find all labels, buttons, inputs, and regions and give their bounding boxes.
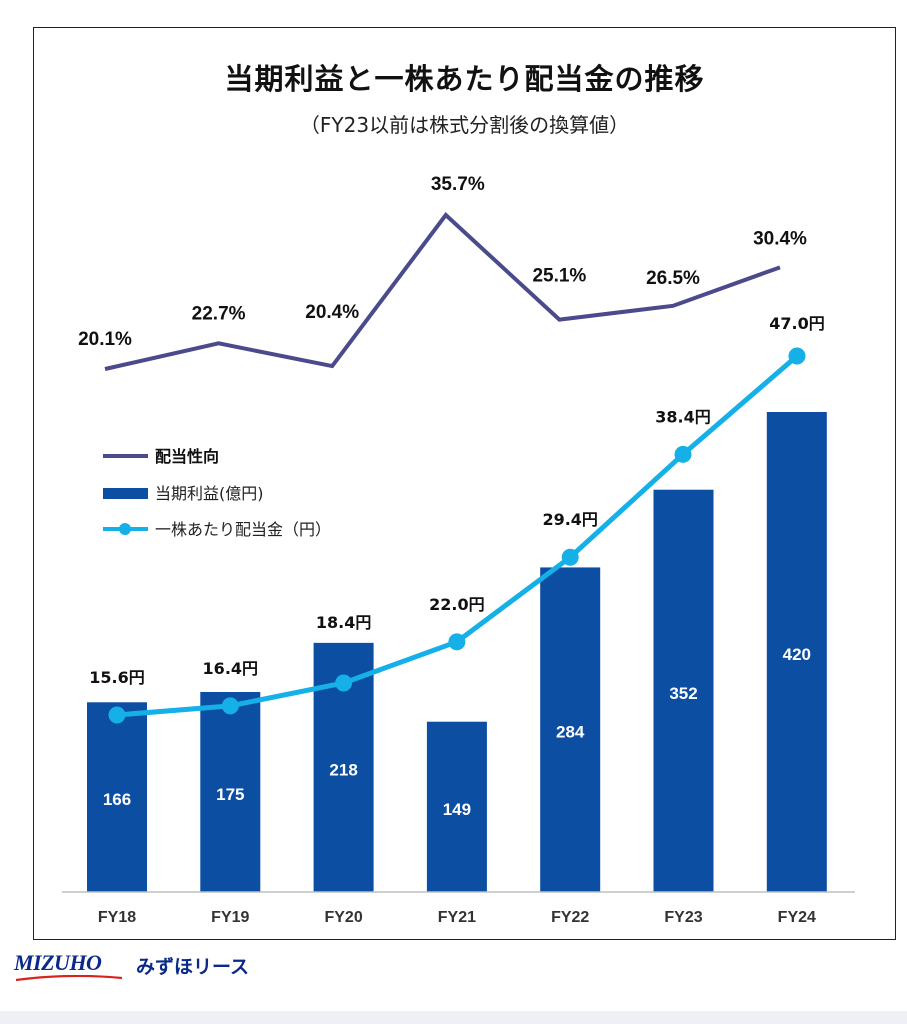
payout-label-FY24: 30.4% — [753, 228, 807, 249]
payout-line — [104, 212, 781, 371]
dps-point-FY18 — [108, 706, 126, 724]
dps-point-FY19 — [221, 697, 239, 715]
payout-line-group: 20.1% 22.7% 20.4% 35.7% 25.1% 26.5% 30.4% — [78, 174, 807, 371]
legend-label-dps: 一株あたり配当金（円） — [155, 520, 331, 539]
x-tick-FY18: FY18 — [98, 909, 136, 926]
chart-subtitle: （FY23以前は株式分割後の換算値） — [299, 113, 630, 137]
dps-label-FY18: 15.6円 — [89, 668, 144, 687]
x-tick-FY20: FY20 — [324, 909, 362, 926]
payout-label-FY20: 20.4% — [305, 302, 359, 323]
legend-label-payout: 配当性向 — [155, 447, 219, 466]
bar-label-FY20: 218 — [329, 760, 357, 779]
bar-FY19 — [200, 692, 261, 892]
x-tick-FY24: FY24 — [778, 909, 816, 926]
logo-swoosh-icon — [16, 975, 122, 981]
bar-labels-group: 166 175 218 149 284 352 420 — [103, 645, 811, 819]
payout-label-FY18: 20.1% — [78, 329, 132, 350]
legend-label-profit: 当期利益(億円) — [155, 484, 264, 503]
bar-FY18 — [87, 702, 147, 892]
bar-FY23 — [653, 489, 714, 892]
payout-label-FY21: 35.7% — [431, 174, 485, 195]
x-tick-labels: FY18 FY19 FY20 FY21 FY22 FY23 FY24 — [98, 909, 816, 926]
payout-label-FY22: 25.1% — [532, 266, 586, 287]
logo-company-name: みずほリース — [136, 956, 250, 978]
company-logo: MIZUHO みずほリース — [14, 950, 314, 990]
legend-swatch-dps-marker — [119, 523, 131, 535]
bar-FY24 — [766, 412, 827, 892]
bar-FY22 — [540, 567, 601, 892]
dps-point-FY20 — [335, 674, 353, 692]
chart-title: 当期利益と一株あたり配当金の推移 — [224, 62, 705, 96]
dps-point-FY24 — [788, 347, 806, 365]
dps-point-FY21 — [448, 633, 466, 651]
x-tick-FY23: FY23 — [664, 909, 702, 926]
dps-label-FY24: 47.0円 — [769, 314, 824, 333]
bottom-strip — [0, 1011, 907, 1024]
bar-label-FY24: 420 — [783, 645, 811, 664]
payout-label-FY19: 22.7% — [192, 303, 246, 324]
x-tick-FY21: FY21 — [438, 909, 476, 926]
bar-label-FY21: 149 — [443, 800, 471, 819]
dps-label-FY20: 18.4円 — [316, 613, 371, 632]
payout-label-FY23: 26.5% — [646, 268, 700, 289]
bar-label-FY22: 284 — [556, 723, 585, 742]
bar-FY21 — [426, 721, 487, 892]
logo-mizuho: MIZUHO — [14, 950, 102, 975]
dps-label-FY19: 16.4円 — [203, 659, 258, 678]
dps-line-group: 15.6円 16.4円 18.4円 22.0円 29.4円 38.4円 47.0円 — [89, 314, 825, 724]
bar-label-FY19: 175 — [216, 785, 244, 804]
x-tick-FY19: FY19 — [211, 909, 249, 926]
dps-label-FY21: 22.0円 — [429, 595, 484, 614]
bar-label-FY18: 166 — [103, 790, 131, 809]
bar-label-FY23: 352 — [669, 684, 697, 703]
x-tick-FY22: FY22 — [551, 909, 589, 926]
dps-label-FY22: 29.4円 — [542, 510, 597, 529]
legend-swatch-profit — [103, 488, 148, 499]
dps-point-FY22 — [561, 548, 579, 566]
dps-point-FY23 — [674, 445, 692, 463]
dps-label-FY23: 38.4円 — [655, 407, 710, 426]
